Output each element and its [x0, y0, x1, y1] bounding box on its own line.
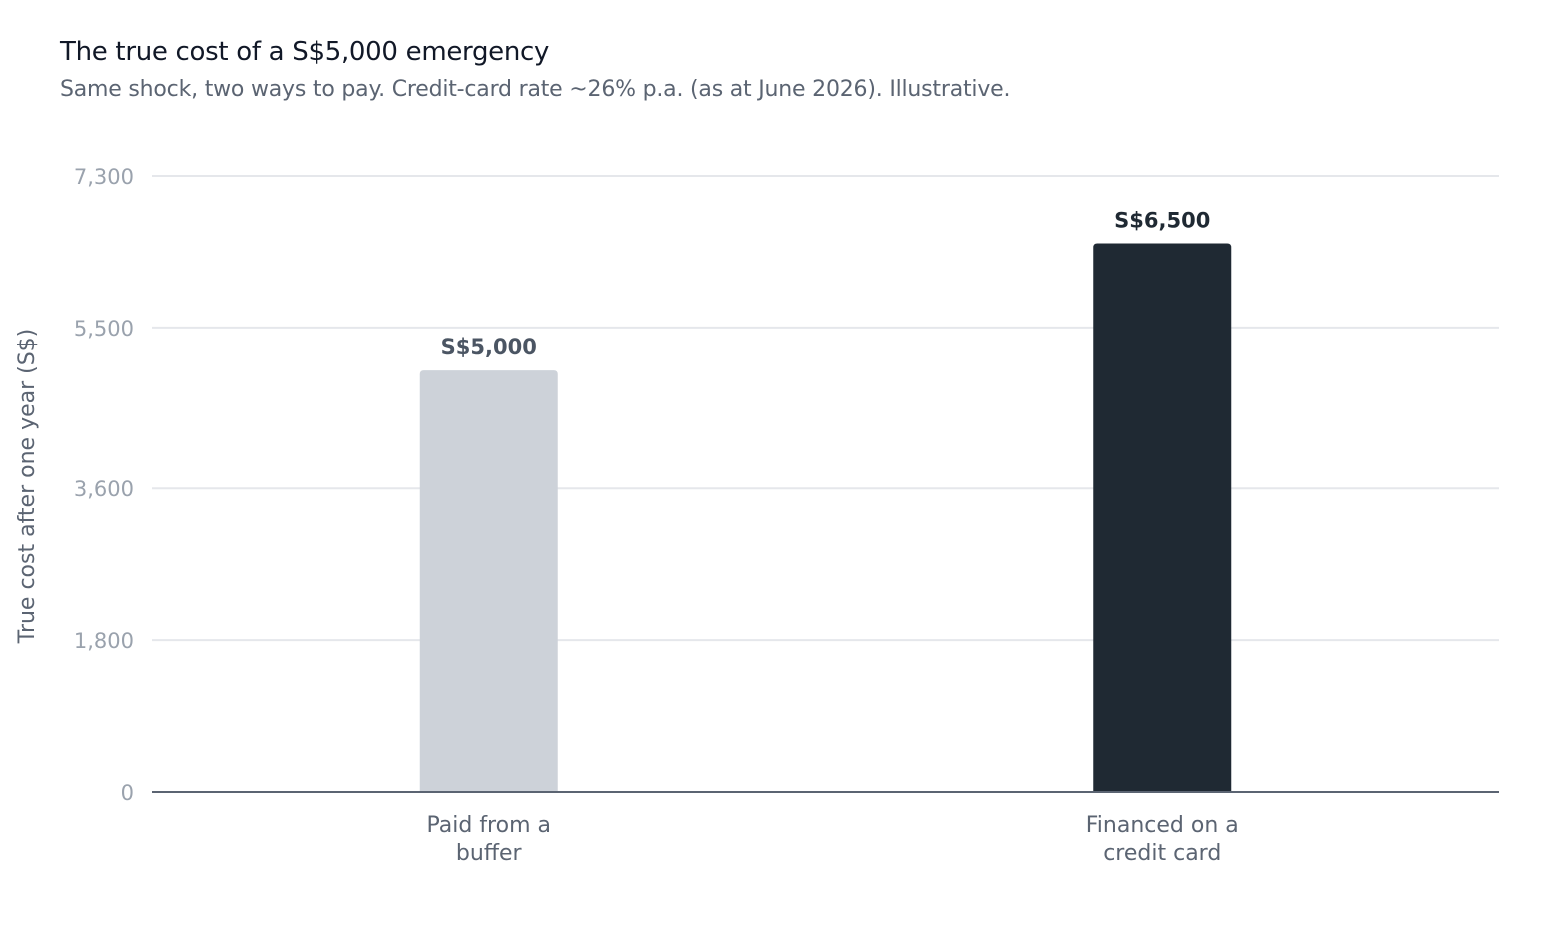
y-tick-label: 3,600	[74, 477, 134, 501]
bar-1	[1093, 243, 1232, 793]
category-label-1: Financed on a	[1086, 813, 1239, 838]
gridlines	[152, 175, 1499, 642]
y-tick-label: 1,800	[74, 629, 134, 653]
value-label-1: S$6,500	[1114, 209, 1210, 233]
chart-title: The true cost of a S$5,000 emergency	[60, 37, 550, 67]
y-axis-ticks: 0 1,800 3,600 5,500 7,300	[74, 165, 134, 805]
category-label-0: Paid from a	[426, 813, 551, 838]
value-labels: S$5,000 S$6,500	[441, 209, 1211, 360]
y-axis-title: True cost after one year (S$)	[15, 329, 40, 645]
y-tick-label: 5,500	[74, 317, 134, 341]
y-tick-label: 7,300	[74, 165, 134, 189]
x-axis-labels: Paid from a buffer Financed on a credit car…	[426, 813, 1238, 866]
chart-subtitle: Same shock, two ways to pay. Credit-card…	[60, 77, 1011, 102]
y-tick-label: 0	[121, 781, 134, 805]
category-label-0: buffer	[456, 841, 523, 866]
bar-0	[419, 370, 558, 792]
value-label-0: S$5,000	[441, 335, 537, 359]
bars	[419, 243, 1232, 793]
category-label-1: credit card	[1103, 841, 1221, 866]
